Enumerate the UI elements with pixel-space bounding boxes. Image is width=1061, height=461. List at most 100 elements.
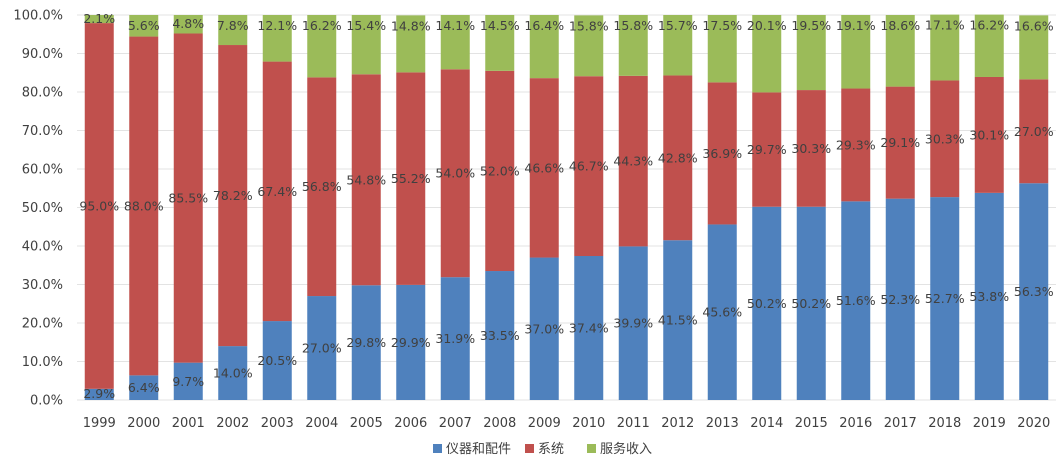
data-label: 30.3%: [925, 131, 965, 146]
bar-segment: [574, 15, 604, 77]
bar-segment: [796, 90, 826, 207]
data-label: 30.3%: [791, 141, 831, 156]
legend-label: 仪器和配件: [446, 442, 511, 457]
bar-segment: [529, 257, 559, 400]
data-label: 16.4%: [524, 18, 564, 33]
data-label: 33.5%: [480, 328, 520, 343]
bar-segment: [351, 285, 381, 400]
bar-segment: [129, 36, 159, 376]
data-label: 29.7%: [747, 142, 787, 157]
bar-segment: [974, 76, 1004, 193]
data-label: 17.1%: [925, 18, 965, 33]
data-label: 56.3%: [1014, 284, 1054, 299]
data-label: 16.6%: [1014, 18, 1054, 33]
data-label: 4.8%: [172, 16, 204, 31]
y-tick-label: 40.0%: [22, 240, 63, 255]
data-label: 52.3%: [880, 292, 920, 307]
bar-segment: [129, 15, 159, 37]
bar-segment: [129, 375, 159, 400]
bar-segment: [663, 240, 693, 400]
data-label: 52.0%: [480, 163, 520, 178]
x-tick-label: 2007: [439, 416, 472, 431]
bar-segment: [707, 82, 737, 225]
data-label: 56.8%: [302, 179, 342, 194]
data-label: 37.4%: [569, 321, 609, 336]
bar-segment: [84, 23, 114, 389]
data-label: 37.0%: [524, 321, 564, 336]
bar-segment: [307, 77, 337, 297]
bar-segment: [529, 78, 559, 258]
bar-segment: [307, 15, 337, 78]
x-tick-label: 2008: [483, 416, 516, 431]
data-label: 51.6%: [836, 293, 876, 308]
y-tick-label: 50.0%: [22, 201, 63, 216]
x-tick-label: 2002: [216, 416, 249, 431]
bar-segment: [663, 15, 693, 76]
bars-layer: [84, 14, 1049, 400]
y-tick-label: 70.0%: [22, 124, 63, 139]
x-tick-label: 2010: [572, 416, 605, 431]
data-label: 20.5%: [257, 353, 297, 368]
data-label: 16.2%: [969, 18, 1009, 33]
data-label: 55.2%: [391, 171, 431, 186]
data-label: 2.9%: [83, 386, 115, 401]
legend-label: 服务收入: [600, 441, 652, 457]
x-tick-label: 2014: [750, 416, 783, 431]
bar-segment: [841, 88, 871, 202]
legend-label: 系统: [538, 442, 564, 457]
data-label: 85.5%: [168, 191, 208, 206]
bar-segment: [485, 70, 515, 272]
bar-segment: [84, 15, 114, 24]
data-label: 41.5%: [658, 313, 698, 328]
bar-segment: [262, 15, 292, 62]
bar-segment: [930, 197, 960, 400]
bar-segment: [1019, 79, 1049, 184]
bar-segment: [529, 15, 559, 79]
y-tick-label: 0.0%: [30, 394, 63, 409]
data-label: 44.3%: [613, 154, 653, 169]
bar-segment: [618, 75, 648, 247]
bar-segment: [440, 15, 470, 70]
data-label: 6.4%: [128, 380, 160, 395]
y-tick-label: 20.0%: [22, 317, 63, 332]
data-label: 14.5%: [480, 18, 520, 33]
data-label: 19.1%: [836, 18, 876, 33]
bar-segment: [485, 15, 515, 71]
data-label: 45.6%: [702, 305, 742, 320]
bar-segment: [262, 321, 292, 400]
x-tick-label: 2013: [706, 416, 739, 431]
y-tick-label: 100.0%: [13, 9, 63, 24]
x-tick-label: 2004: [305, 416, 338, 431]
bar-segment: [173, 362, 203, 400]
bar-segment: [930, 14, 960, 81]
data-label: 88.0%: [124, 198, 164, 213]
data-label: 14.1%: [435, 18, 475, 33]
data-label: 50.2%: [747, 296, 787, 311]
data-label: 15.8%: [613, 18, 653, 33]
data-label: 95.0%: [79, 198, 119, 213]
data-label: 12.1%: [257, 18, 297, 33]
bar-segment: [796, 15, 826, 91]
bar-segment: [707, 224, 737, 400]
bar-segment: [618, 246, 648, 400]
x-tick-label: 2015: [795, 416, 828, 431]
bar-segment: [618, 15, 648, 76]
bar-segment: [930, 80, 960, 198]
y-tick-label: 30.0%: [22, 278, 63, 293]
data-label: 29.8%: [346, 335, 386, 350]
data-label: 54.0%: [435, 166, 475, 181]
data-label: 17.5%: [702, 18, 742, 33]
x-tick-label: 2005: [350, 416, 383, 431]
x-tick-label: 2003: [261, 416, 294, 431]
legend: 仪器和配件 系统 服务收入: [433, 441, 652, 457]
data-label: 5.6%: [128, 18, 160, 33]
data-label: 29.9%: [391, 335, 431, 350]
x-tick-label: 2018: [928, 416, 961, 431]
y-tick-label: 10.0%: [22, 355, 63, 370]
bar-segment: [663, 75, 693, 241]
data-label: 46.6%: [524, 160, 564, 175]
x-tick-label: 2012: [661, 416, 694, 431]
bar-segment: [84, 388, 114, 400]
bar-segment: [396, 72, 426, 285]
